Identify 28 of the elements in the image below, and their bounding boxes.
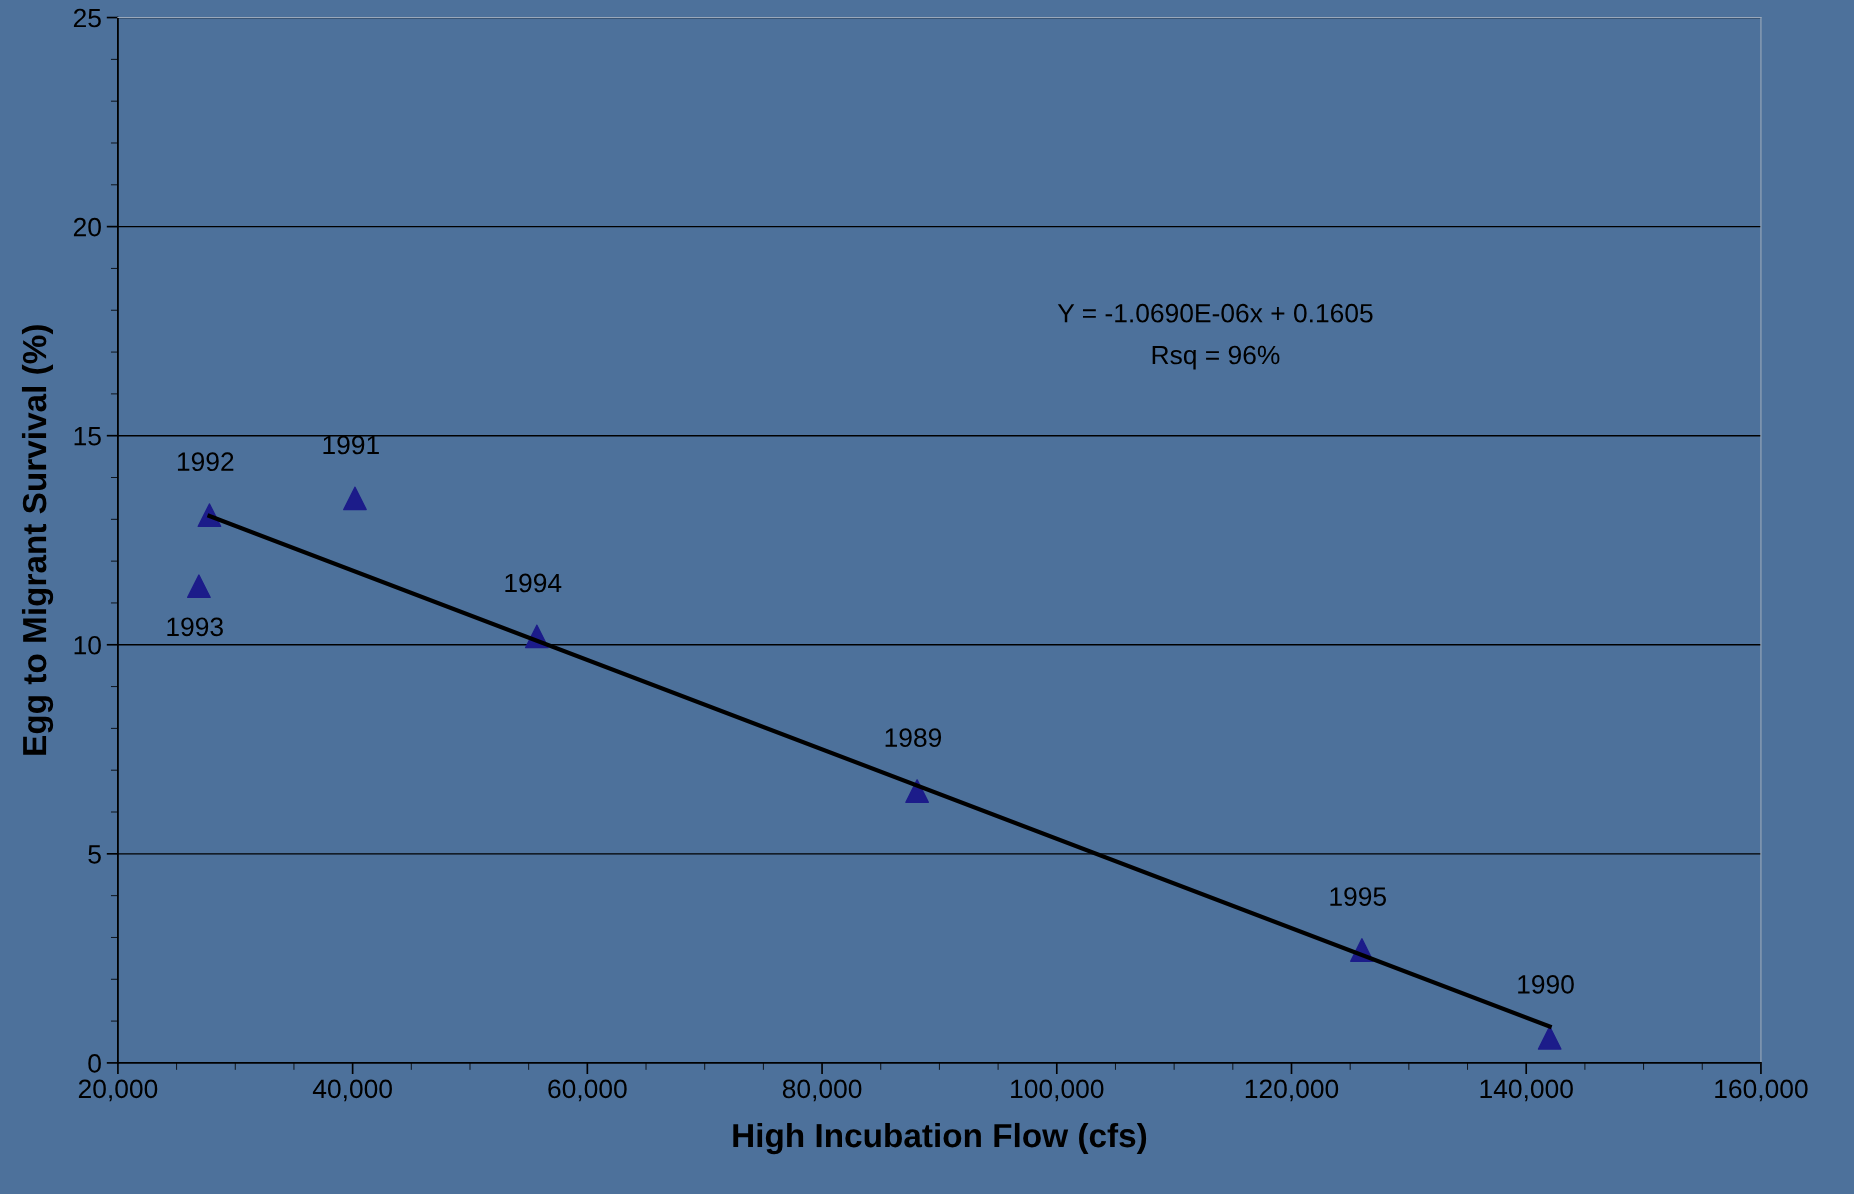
- point: [186, 574, 211, 599]
- x-tick-label: 40,000: [312, 1079, 392, 1102]
- annotation: 1995: [1330, 887, 1386, 906]
- x-tick-label: 120,000: [1245, 1079, 1339, 1102]
- annotation: Rsq = 96%: [1152, 345, 1280, 370]
- point: [343, 486, 367, 511]
- y-axis-title: Egg to Migrant Survival (%): [21, 325, 54, 755]
- x-tick-label: 60,000: [548, 1079, 627, 1102]
- annotation: 1991: [323, 435, 379, 455]
- y-tick-label: 25: [73, 8, 101, 28]
- x-tick-label: 160,000: [1715, 1079, 1808, 1102]
- annotation: Y = -1.0690E-06x + 0.1605: [1057, 303, 1373, 323]
- x-tick-label: 140,000: [1480, 1079, 1573, 1102]
- y-tick-label: 10: [74, 635, 101, 655]
- x-axis-title: High Incubation Flow (cfs): [733, 1122, 1147, 1155]
- y-tick-label: 0: [88, 1054, 101, 1073]
- annotation: 1990: [1518, 975, 1574, 994]
- x-tick-label: 80,000: [782, 1079, 862, 1102]
- y-tick-label: 5: [88, 845, 101, 864]
- y-tick-label: 20: [73, 217, 101, 237]
- x-tick-label: 20,000: [78, 1079, 158, 1102]
- annotation: 1992: [177, 452, 234, 472]
- annotation: 1989: [885, 728, 942, 747]
- x-tick-label: 100,000: [1011, 1079, 1104, 1102]
- point: [1537, 1025, 1562, 1050]
- y-tick-label: 15: [74, 427, 101, 446]
- annotation: 1993: [167, 617, 223, 637]
- annotation: 1994: [505, 573, 562, 593]
